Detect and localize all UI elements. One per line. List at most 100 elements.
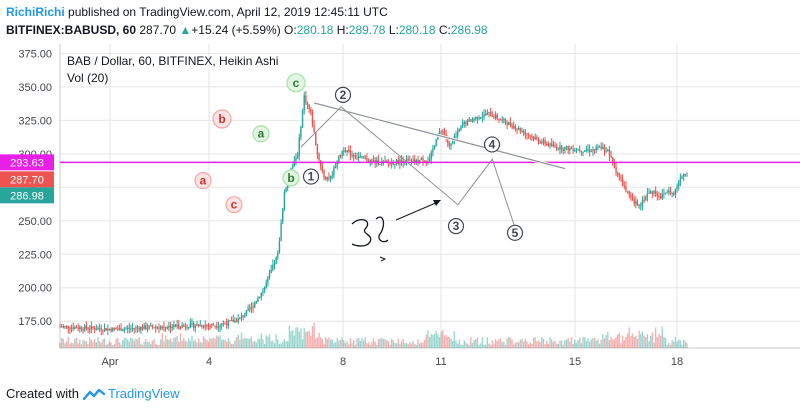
- volume-bar: [626, 333, 629, 348]
- candle-body: [82, 329, 84, 331]
- volume-bar: [494, 339, 497, 348]
- candle-body: [244, 314, 246, 317]
- volume-bar: [178, 341, 180, 348]
- wave-1-circle: [302, 168, 320, 185]
- y-tick-label: 225.00: [18, 249, 52, 261]
- candle-body: [372, 160, 375, 162]
- volume-bar: [508, 337, 510, 348]
- volume-bar: [148, 341, 150, 348]
- price-axis[interactable]: 375.00350.00325.00300.00275.00250.00225.…: [0, 48, 54, 328]
- candle-body: [209, 325, 211, 327]
- candle-body: [686, 173, 688, 175]
- candle-body: [610, 155, 612, 158]
- volume-bar: [681, 344, 683, 348]
- volume-bar: [423, 339, 426, 348]
- volume-bar: [461, 344, 464, 348]
- candle-body: [323, 170, 325, 178]
- volume-bar: [475, 339, 477, 348]
- volume-bar: [498, 339, 500, 348]
- volume-bar: [69, 343, 71, 348]
- volume-bar: [483, 344, 485, 348]
- volume-bar: [131, 338, 134, 348]
- volume-bar: [168, 339, 170, 348]
- candle-body: [138, 327, 140, 331]
- volume-bar: [407, 344, 409, 348]
- wave-3-circle: [447, 218, 465, 235]
- volume-bar: [633, 336, 635, 348]
- publish-info: published on TradingView.com, April 12, …: [64, 5, 388, 19]
- volume-bar: [379, 338, 381, 348]
- volume-bar: [529, 342, 531, 348]
- wave-2-circle: [334, 86, 352, 103]
- last-price: 287.70: [139, 23, 177, 37]
- candle-body: [602, 146, 604, 149]
- volume-bar: [128, 341, 130, 348]
- candle-body: [531, 136, 533, 138]
- volume-bar: [245, 338, 248, 348]
- volume-bar: [212, 337, 215, 348]
- candle-body: [390, 162, 393, 164]
- volume-bar: [542, 338, 545, 348]
- candle-body: [608, 149, 611, 156]
- volume-bar: [120, 344, 122, 348]
- candle-body: [532, 136, 535, 140]
- candle-body: [191, 322, 193, 324]
- candle-body: [654, 190, 657, 194]
- volume-bar: [565, 339, 568, 348]
- wave-2-text: 2: [340, 88, 347, 102]
- volume-bar: [151, 340, 154, 348]
- volume-bar: [359, 340, 361, 348]
- candle-body: [661, 193, 663, 199]
- candle-body: [511, 125, 513, 128]
- candle-body: [153, 327, 155, 329]
- volume-bar: [163, 341, 165, 348]
- volume-bar: [623, 340, 625, 348]
- price-tag-text: 287.70: [10, 174, 44, 186]
- candle-body: [234, 320, 236, 323]
- volume-bar: [339, 339, 342, 348]
- volume-bar: [613, 338, 616, 348]
- candle-body: [587, 149, 589, 151]
- volume-bar: [79, 339, 81, 348]
- time-axis[interactable]: Apr 4 8 11 15 18: [101, 356, 683, 368]
- volume-bar: [293, 335, 295, 348]
- y-tick-label: 250.00: [18, 216, 52, 228]
- volume-bar: [663, 337, 665, 348]
- y-tick-label: 350.00: [18, 82, 52, 94]
- volume-bar: [90, 339, 93, 348]
- legend-title: BAB / Dollar, 60, BITFINEX, Heikin Ashi: [67, 54, 278, 68]
- volume-bar: [217, 336, 220, 348]
- candle-body: [414, 159, 416, 163]
- candle-body: [300, 127, 302, 138]
- candle-body: [428, 158, 431, 162]
- volume-bar: [278, 343, 281, 348]
- candle-body: [87, 328, 89, 330]
- volume-bar: [173, 337, 175, 348]
- candle-body: [554, 145, 556, 147]
- volume-bar: [216, 335, 218, 348]
- candle-body: [143, 325, 145, 330]
- candle-body: [400, 159, 403, 161]
- volume-bar: [343, 340, 345, 348]
- volume-bar: [409, 341, 411, 348]
- candle-body: [89, 329, 91, 331]
- volume-bar: [598, 343, 601, 348]
- tradingview-brand[interactable]: TradingView: [107, 386, 180, 401]
- candle-body: [164, 327, 167, 329]
- resistance-trendline: [313, 102, 566, 170]
- candle-body: [471, 119, 474, 122]
- price-tag-bg: [0, 154, 54, 171]
- volume-bar: [532, 337, 535, 348]
- wave-5: 5: [506, 224, 524, 241]
- candlesticks: [59, 90, 688, 336]
- volume-bar: [592, 338, 594, 348]
- candle-body: [526, 133, 528, 135]
- author-name[interactable]: RichiRichi: [6, 5, 65, 19]
- volume-bar: [65, 341, 68, 348]
- volume-bar: [470, 337, 472, 348]
- volume-bar: [102, 339, 104, 348]
- candle-body: [194, 325, 196, 328]
- volume-bar: [296, 327, 299, 348]
- candle-body: [125, 328, 127, 330]
